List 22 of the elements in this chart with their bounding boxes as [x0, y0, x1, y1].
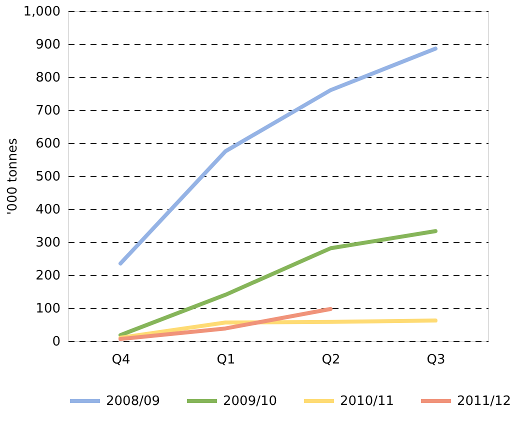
legend-label: 2011/12 [457, 394, 512, 409]
x-tick-label: Q3 [426, 352, 446, 368]
legend-label: 2008/09 [106, 394, 160, 409]
y-tick-label: 800 [36, 70, 60, 86]
y-tick-label: 300 [36, 236, 60, 250]
legend-label: 2010/11 [340, 394, 394, 409]
y-tick-label: 100 [36, 302, 60, 316]
line-series [118, 229, 438, 338]
legend-label: 2009/10 [223, 394, 278, 409]
y-axis-title: '000 tonnes [5, 138, 20, 215]
x-tick-label: Q1 [216, 352, 236, 368]
y-tick-label: 700 [36, 104, 60, 118]
y-tick-label: 1,000 [23, 4, 60, 20]
y-tick-label: 500 [36, 170, 60, 184]
x-tick-label: Q4 [112, 352, 130, 368]
y-tick-label: 200 [36, 268, 60, 284]
y-tick-label: 0 [52, 334, 60, 350]
y-tick-label: 600 [36, 136, 60, 152]
x-tick-label: Q2 [322, 352, 340, 368]
y-tick-label: 900 [36, 38, 60, 52]
y-tick-label: 400 [36, 202, 60, 218]
line-series [118, 46, 438, 266]
